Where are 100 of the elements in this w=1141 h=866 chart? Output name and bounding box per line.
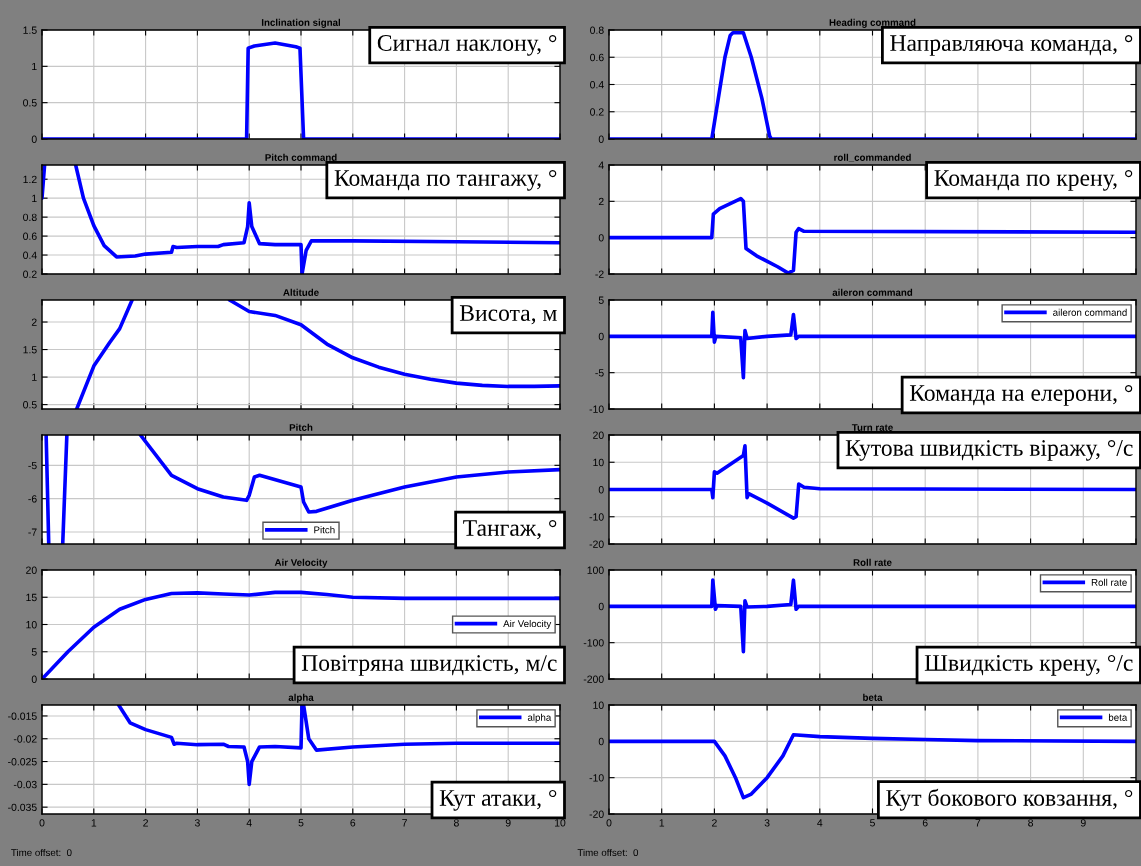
legend-label: alpha bbox=[527, 713, 552, 723]
y-tick-label: 20 bbox=[26, 566, 37, 574]
y-tick-label: 1.2 bbox=[23, 175, 37, 183]
y-tick-label: 10 bbox=[593, 458, 604, 467]
y-tick-label: 0.8 bbox=[590, 26, 604, 34]
y-tick-label: 1 bbox=[32, 194, 37, 202]
y-tick-label: -2 bbox=[595, 270, 604, 278]
legend-label: aileron command bbox=[1053, 308, 1127, 316]
y-tick-label: -200 bbox=[583, 675, 604, 683]
annotation: Команда по крену, ° bbox=[934, 169, 1133, 191]
chart-title: Heading command bbox=[829, 18, 916, 28]
x-tick-label: 5 bbox=[298, 819, 304, 827]
y-tick-label: -0.02 bbox=[13, 735, 37, 743]
legend-label: Roll rate bbox=[1091, 578, 1127, 586]
annotation: Сигнал наклону, ° bbox=[377, 34, 557, 56]
y-tick-label: -10 bbox=[589, 774, 604, 782]
x-tick-label: 10 bbox=[555, 819, 566, 827]
legend-label: Pitch bbox=[314, 526, 335, 534]
x-tick-label: 9 bbox=[1080, 819, 1086, 827]
y-tick-label: 2 bbox=[598, 197, 604, 206]
text: Time offset: 0 bbox=[577, 848, 639, 857]
annotation: Команда на елерони, ° bbox=[909, 385, 1133, 406]
y-tick-label: 0 bbox=[598, 602, 604, 611]
x-tick-label: 6 bbox=[350, 819, 356, 827]
y-tick-label: 10 bbox=[26, 621, 37, 629]
y-tick-label: 0.2 bbox=[23, 270, 37, 278]
y-tick-label: 5 bbox=[598, 296, 604, 304]
legend-label: Air Velocity bbox=[503, 619, 552, 630]
y-tick-label: 0 bbox=[598, 332, 604, 341]
x-tick-label: 3 bbox=[194, 819, 200, 827]
y-tick-label: -5 bbox=[28, 461, 37, 470]
y-tick-label: -6 bbox=[28, 495, 37, 503]
y-tick-label: 0.5 bbox=[23, 99, 37, 107]
y-tick-label: -0.035 bbox=[8, 803, 37, 812]
annotation: Кутова швидкість віражу, °/с bbox=[845, 439, 1133, 461]
x-tick-label: 0 bbox=[39, 819, 45, 827]
y-tick-label: 100 bbox=[587, 566, 604, 574]
chart-title: Pitch bbox=[289, 423, 313, 431]
annotation: Кут бокового ковзання, ° bbox=[886, 788, 1133, 811]
y-tick-label: 1.5 bbox=[23, 346, 37, 354]
y-tick-label: 4 bbox=[598, 161, 604, 169]
x-tick-label: 6 bbox=[922, 819, 928, 827]
y-tick-label: 0.2 bbox=[590, 108, 604, 116]
y-tick-label: 0.5 bbox=[23, 401, 37, 409]
x-tick-label: 7 bbox=[402, 819, 407, 827]
line-series bbox=[609, 310, 1136, 380]
y-tick-label: 0 bbox=[598, 737, 604, 746]
annotation: Команда по тангажу, ° bbox=[334, 169, 557, 191]
y-tick-label: 0.6 bbox=[590, 53, 604, 62]
y-tick-label: -20 bbox=[589, 540, 604, 548]
x-tick-label: 5 bbox=[870, 819, 875, 827]
y-tick-label: 10 bbox=[593, 701, 604, 709]
chart-title: alpha bbox=[288, 693, 314, 703]
y-tick-label: 0 bbox=[598, 135, 604, 143]
y-tick-label: 0 bbox=[598, 486, 604, 494]
chart-title: Altitude bbox=[283, 288, 319, 296]
legend-label: beta bbox=[1108, 713, 1128, 721]
y-tick-label: -0.03 bbox=[13, 780, 37, 789]
y-tick-label: 15 bbox=[26, 593, 37, 602]
x-tick-label: 1 bbox=[91, 819, 97, 827]
y-tick-label: -5 bbox=[595, 369, 604, 377]
x-tick-label: 4 bbox=[246, 819, 252, 827]
y-tick-label: -10 bbox=[589, 405, 604, 413]
y-tick-label: 0.4 bbox=[590, 81, 604, 89]
y-tick-label: 0 bbox=[31, 675, 37, 683]
y-tick-label: 1 bbox=[32, 373, 37, 381]
x-tick-label: 7 bbox=[975, 819, 981, 827]
line-series bbox=[116, 705, 560, 787]
x-tick-label: 1 bbox=[659, 819, 665, 827]
y-tick-label: 0 bbox=[598, 234, 604, 242]
y-tick-label: -0.025 bbox=[8, 758, 37, 766]
x-tick-label: 4 bbox=[817, 819, 823, 827]
x-tick-label: 0 bbox=[606, 819, 612, 827]
chart-title: Inclination signal bbox=[261, 18, 341, 28]
y-tick-label: 2 bbox=[31, 318, 37, 326]
y-tick-label: 0 bbox=[31, 135, 37, 143]
text: Time offset: 0 bbox=[11, 848, 72, 857]
y-tick-label: 1.5 bbox=[23, 26, 37, 34]
chart-title: Roll rate bbox=[853, 558, 892, 566]
y-tick-label: -7 bbox=[28, 528, 37, 536]
annotation: Швидкість крену, °/с bbox=[924, 654, 1133, 676]
annotation: Тангаж, ° bbox=[463, 520, 557, 540]
chart-title: Pitch command bbox=[265, 153, 337, 161]
y-tick-label: 0.8 bbox=[23, 213, 37, 222]
y-tick-label: -100 bbox=[583, 639, 604, 647]
chart-title: Air Velocity bbox=[274, 558, 328, 568]
x-tick-label: 3 bbox=[764, 819, 770, 827]
y-tick-label: 0.6 bbox=[23, 232, 37, 240]
x-tick-label: 2 bbox=[143, 819, 148, 827]
y-tick-label: -0.015 bbox=[8, 712, 37, 720]
annotation: Направляюча команда, ° bbox=[890, 35, 1133, 56]
chart-title: aileron command bbox=[832, 288, 913, 296]
y-tick-label: 1 bbox=[32, 62, 37, 71]
y-tick-label: 5 bbox=[31, 648, 37, 656]
x-tick-label: 8 bbox=[1028, 819, 1034, 827]
y-tick-label: -10 bbox=[589, 513, 604, 521]
y-tick-label: 0.4 bbox=[23, 251, 37, 259]
x-tick-label: 2 bbox=[712, 819, 717, 827]
chart-title: beta bbox=[863, 693, 883, 701]
x-tick-label: 8 bbox=[453, 819, 459, 827]
